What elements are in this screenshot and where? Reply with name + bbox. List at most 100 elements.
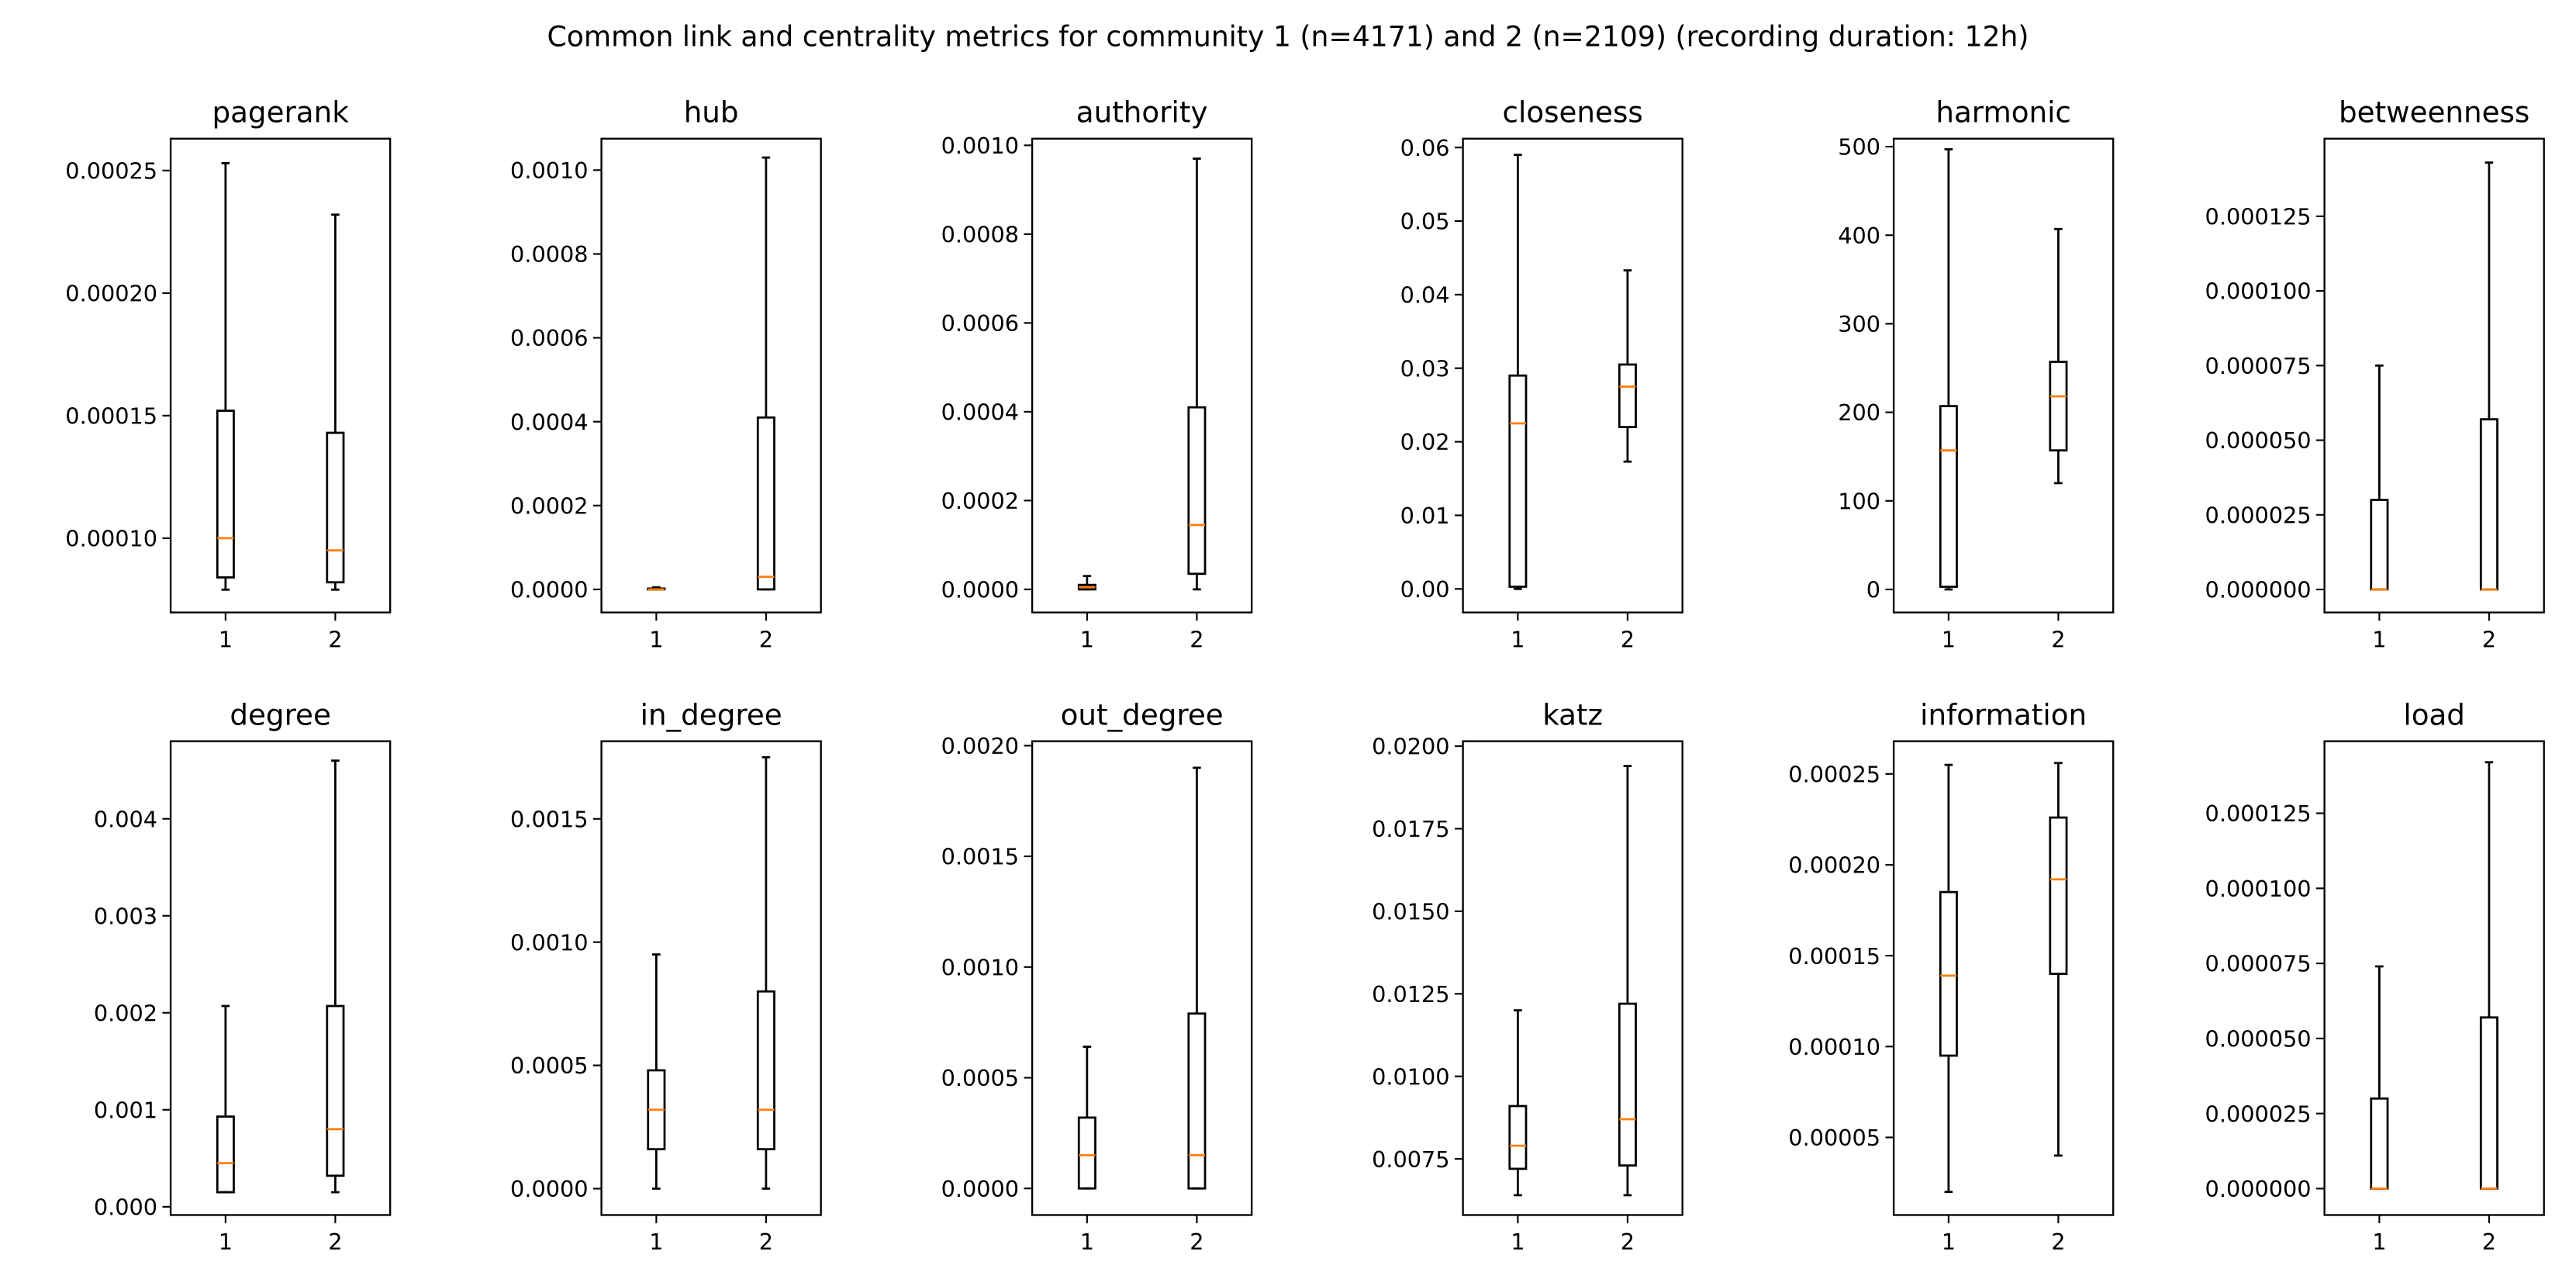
- y-tick-label: 0.000100: [2205, 876, 2312, 902]
- y-tick-label: 0.00010: [1788, 1034, 1880, 1060]
- y-tick-label: 0.00020: [65, 281, 157, 307]
- x-tick-label: 2: [1621, 1229, 1635, 1255]
- y-tick-label: 0.000125: [2205, 800, 2312, 827]
- x-tick-label: 2: [1190, 626, 1203, 652]
- axes-frame: [1031, 137, 1253, 614]
- panel-title: hub: [684, 95, 739, 129]
- box-group-1: [647, 953, 666, 1190]
- y-tick-label: 0.0020: [941, 733, 1020, 759]
- box-group-2: [1618, 269, 1637, 463]
- box-group-2: [756, 156, 775, 591]
- panel-title: closeness: [1503, 95, 1643, 129]
- y-tick-label: 0.0000: [941, 576, 1020, 603]
- y-tick-label: 0.000050: [2205, 427, 2312, 454]
- box: [2370, 1097, 2389, 1190]
- x-tick-label: 1: [2372, 1229, 2386, 1255]
- panel-title: information: [1920, 697, 2087, 731]
- y-tick-label: 0.000100: [2205, 278, 2312, 305]
- panel-degree: degree 1 2 0.000 0.001 0.002 0.003 0.004: [94, 697, 392, 1255]
- box: [2370, 499, 2389, 591]
- panel-harmonic: harmonic 1 2 0 100 200 300 400 500: [1838, 95, 2115, 652]
- axes-frame: [600, 137, 822, 614]
- y-tick-label: 0.002: [94, 1000, 157, 1026]
- x-tick-label: 2: [2051, 626, 2065, 652]
- y-tick-label: 0.0010: [941, 954, 1020, 980]
- y-tick-label: 0.000125: [2205, 203, 2312, 230]
- x-tick-label: 1: [1942, 1229, 1956, 1255]
- box: [1508, 1105, 1528, 1170]
- box: [2049, 361, 2068, 452]
- y-tick-label: 0: [1866, 577, 1880, 603]
- x-tick-label: 1: [649, 1229, 663, 1255]
- axes-frame: [1031, 740, 1253, 1216]
- x-tick-label: 1: [1511, 1229, 1525, 1255]
- box: [1187, 406, 1207, 576]
- panel-load: load 1 2 0.000000 0.000025 0.000050 0.000075 0.…: [2205, 697, 2545, 1255]
- box-group-2: [1618, 765, 1637, 1197]
- x-tick-label: 1: [1511, 626, 1525, 652]
- box: [216, 1115, 235, 1194]
- y-tick-label: 0.05: [1400, 209, 1450, 235]
- box: [2479, 418, 2498, 591]
- box-group-2: [2049, 227, 2068, 485]
- panel-title: authority: [1076, 95, 1208, 129]
- axes-frame: [1462, 137, 1683, 614]
- y-tick-label: 0.0005: [510, 1053, 589, 1079]
- y-tick-label: 0.0075: [1372, 1146, 1450, 1173]
- x-tick-label: 1: [2372, 626, 2386, 652]
- y-tick-label: 0.00025: [1788, 761, 1880, 787]
- y-tick-label: 0.00: [1400, 576, 1450, 603]
- box-group-2: [1187, 766, 1207, 1190]
- x-tick-label: 1: [219, 626, 233, 652]
- box-group-1: [1508, 1009, 1528, 1197]
- panel-title: degree: [230, 697, 330, 731]
- y-tick-label: 0.0004: [510, 409, 589, 435]
- box: [2049, 816, 2068, 975]
- box-group-2: [326, 759, 345, 1194]
- box-group-1: [2370, 364, 2389, 591]
- panel-title: in_degree: [641, 697, 782, 731]
- box-group-1: [1939, 763, 1958, 1194]
- panel-title: load: [2403, 697, 2465, 731]
- y-tick-label: 0.0175: [1372, 816, 1450, 842]
- y-tick-label: 0.0100: [1372, 1063, 1450, 1090]
- y-tick-label: 0.000025: [2205, 1101, 2312, 1127]
- x-tick-label: 1: [649, 626, 663, 652]
- panel-title: katz: [1542, 697, 1603, 731]
- panel-out_degree: out_degree 1 2 0.0000 0.0005 0.0010 0.0015 0.00…: [941, 697, 1253, 1255]
- box: [756, 416, 775, 591]
- box-group-2: [2049, 762, 2068, 1157]
- panel-title: pagerank: [212, 95, 349, 129]
- box: [1939, 890, 1958, 1057]
- x-tick-label: 2: [759, 1229, 773, 1255]
- panel-title: harmonic: [1935, 95, 2071, 129]
- y-tick-label: 0.00020: [1788, 852, 1880, 879]
- axes-frame: [1892, 137, 2115, 614]
- y-tick-label: 0.0005: [941, 1065, 1020, 1091]
- x-tick-label: 2: [1621, 626, 1635, 652]
- y-tick-label: 0.06: [1400, 135, 1450, 161]
- y-tick-label: 0.0010: [510, 157, 589, 184]
- y-tick-label: 500: [1838, 134, 1880, 161]
- y-tick-label: 300: [1838, 311, 1880, 337]
- y-tick-label: 0.0008: [510, 241, 589, 268]
- x-tick-label: 2: [328, 626, 342, 652]
- y-tick-label: 0.00025: [65, 158, 157, 185]
- panel-betweenness: betweenness 1 2 0.000000 0.000025 0.000050 0.0…: [2205, 95, 2545, 652]
- box-group-1: [1939, 148, 1958, 591]
- y-tick-label: 0.000050: [2205, 1026, 2312, 1053]
- box-group-1: [2370, 965, 2389, 1190]
- box: [1077, 1116, 1096, 1190]
- y-tick-label: 400: [1838, 223, 1880, 249]
- box: [326, 1004, 345, 1177]
- box: [1618, 1002, 1637, 1167]
- x-tick-label: 1: [219, 1229, 233, 1255]
- x-tick-label: 1: [1080, 1229, 1094, 1255]
- y-tick-label: 0.000000: [2205, 577, 2312, 603]
- x-tick-label: 1: [1080, 626, 1094, 652]
- y-tick-label: 0.000000: [2205, 1176, 2312, 1202]
- axes-frame: [2323, 137, 2545, 614]
- box-group-1: [216, 162, 235, 591]
- box-group-2: [2479, 761, 2498, 1190]
